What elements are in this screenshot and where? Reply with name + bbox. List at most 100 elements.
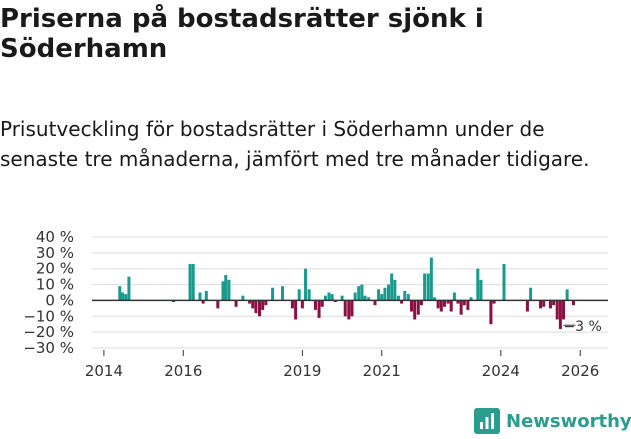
bar	[221, 281, 225, 301]
x-tick-label: 2024	[482, 362, 520, 380]
bar	[294, 300, 298, 320]
bar	[264, 300, 268, 306]
brand-footer: Newsworthy	[474, 408, 631, 434]
bar	[360, 284, 364, 301]
bar	[466, 300, 470, 310]
brand-name: Newsworthy	[506, 410, 631, 432]
last-value-label: −3 %	[563, 319, 601, 335]
bar	[254, 300, 258, 314]
bar	[258, 300, 262, 317]
bar	[442, 300, 446, 307]
bar	[387, 284, 391, 301]
bar	[347, 300, 351, 320]
bar	[525, 300, 529, 312]
bar	[201, 300, 205, 304]
bar	[307, 289, 311, 301]
bar	[377, 289, 381, 301]
bar	[558, 300, 562, 329]
bar	[330, 294, 334, 301]
bar	[350, 300, 354, 317]
y-tick-label: 30 %	[36, 244, 74, 262]
bar	[489, 300, 493, 325]
y-tick-label: 10 %	[36, 276, 74, 294]
bar-layer	[118, 257, 575, 329]
bar-chart-logo-icon	[474, 408, 500, 434]
bar	[433, 297, 437, 301]
bar	[317, 300, 321, 318]
bar	[127, 276, 131, 301]
bar	[383, 287, 387, 301]
axis-layer: −30 %−20 %−10 %0 %10 %20 %30 %40 % 2014 20…	[23, 228, 608, 380]
bar	[248, 300, 252, 304]
bar	[121, 292, 125, 301]
bar	[416, 300, 420, 315]
bar	[423, 273, 427, 301]
bar	[271, 287, 275, 301]
bar	[261, 300, 265, 310]
bar	[459, 300, 463, 315]
bar	[118, 286, 122, 301]
bar	[204, 290, 208, 301]
bar	[562, 300, 566, 320]
bar	[403, 290, 407, 301]
bar	[449, 300, 453, 312]
bar	[124, 294, 128, 301]
x-tick-label: 2021	[363, 362, 401, 380]
bar	[224, 275, 228, 301]
bar	[426, 273, 430, 301]
y-tick-label: −10 %	[23, 307, 74, 325]
bar	[390, 273, 394, 301]
bar	[571, 300, 575, 306]
x-tick-label: 2016	[164, 362, 202, 380]
bar	[396, 295, 400, 301]
bar	[340, 295, 344, 301]
y-tick-label: −30 %	[23, 339, 74, 357]
bar	[191, 263, 195, 301]
bar	[446, 300, 450, 304]
bar	[462, 300, 466, 306]
bar	[227, 279, 231, 301]
bar	[492, 300, 496, 304]
y-tick-label: −20 %	[23, 323, 74, 341]
bar	[555, 300, 559, 320]
bar	[343, 300, 347, 317]
bar	[539, 300, 543, 309]
bar	[373, 300, 377, 306]
bar	[429, 257, 433, 301]
y-tick-label: 0 %	[45, 291, 74, 309]
bar	[281, 286, 285, 301]
bar	[469, 297, 473, 301]
y-tick-label: 20 %	[36, 260, 74, 278]
bar	[439, 300, 443, 312]
bar	[363, 295, 367, 301]
bar	[320, 300, 324, 307]
bar	[476, 268, 480, 301]
bar	[436, 300, 440, 309]
bar	[241, 295, 245, 301]
bar	[502, 263, 506, 301]
x-tick-label: 2019	[283, 362, 321, 380]
bar	[313, 300, 317, 310]
grid-layer	[92, 236, 608, 349]
bar	[297, 289, 301, 301]
bar	[234, 300, 238, 307]
bar	[413, 300, 417, 320]
x-tick-label: 2026	[561, 362, 599, 380]
bar	[171, 300, 175, 303]
chart-title: Priserna på bostadsrätter sjönk i Söderh…	[0, 4, 484, 64]
bar	[198, 292, 202, 301]
bar	[357, 286, 361, 301]
bar	[300, 300, 304, 309]
y-tick-label: 40 %	[36, 228, 74, 246]
bar	[333, 300, 337, 303]
bar	[380, 294, 384, 301]
bar	[529, 287, 533, 301]
bar	[188, 263, 192, 301]
bar	[479, 279, 483, 301]
bar	[367, 297, 371, 301]
bar	[410, 300, 414, 312]
bar	[452, 292, 456, 301]
chart-subtitle: Prisutveckling för bostadsrätter i Söder…	[0, 117, 590, 171]
bar	[542, 300, 546, 307]
